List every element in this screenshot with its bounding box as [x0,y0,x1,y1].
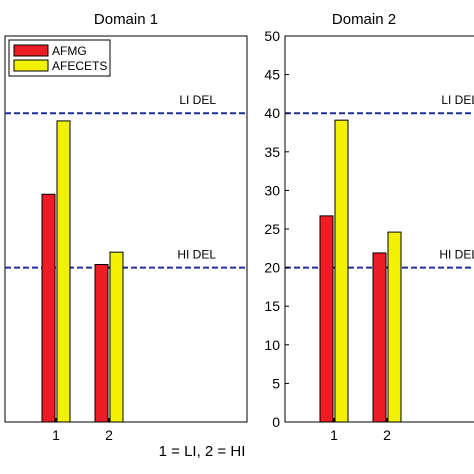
bar-afmg-cat-1 [319,215,334,423]
x-tick-label: 2 [105,427,113,443]
chart-title-domain-2: Domain 2 [332,11,396,28]
y-tick-label: 40 [264,105,280,121]
y-tick-label: 10 [264,337,280,353]
bar-afecets-cat-2 [109,251,124,423]
legend-label-afmg: AFMG [52,44,87,58]
reference-lines-domain-2: LI DEL HI DEL [285,93,474,269]
reference-label-li-del: LI DEL [441,93,474,107]
x-tick-label: 2 [383,427,391,443]
figure-caption: 1 = LI, 2 = HI [159,443,246,460]
y-tick-label: 45 [264,67,280,83]
bar-afecets-cat-1 [334,119,349,423]
y-ticks-domain-2: 0 5 10 15 20 25 30 35 40 45 50 [264,28,289,430]
y-tick-label: 35 [264,144,280,160]
x-tick-label: 1 [52,427,60,443]
x-tick-label: 1 [330,427,338,443]
legend-label-afecets: AFECETS [52,59,107,73]
bar-afecets-cat-1 [56,120,71,423]
bar-afmg-cat-2 [94,264,109,423]
legend-swatch-afecets [13,59,49,72]
reference-label-hi-del: HI DEL [177,248,216,262]
y-tick-label: 5 [272,375,280,391]
bar-afecets-cat-2 [387,231,402,423]
reference-label-hi-del: HI DEL [439,248,474,262]
legend-swatch-afmg [13,44,49,57]
chart-title-domain-1: Domain 1 [94,11,158,28]
bars-domain-2 [319,119,402,423]
y-tick-label: 25 [264,221,280,237]
y-tick-label: 15 [264,298,280,314]
y-tick-label: 0 [272,414,280,430]
bar-afmg-cat-2 [372,252,387,423]
y-tick-label: 50 [264,28,280,44]
y-tick-label: 30 [264,182,280,198]
bars-domain-1 [41,120,124,423]
bar-afmg-cat-1 [41,193,56,423]
y-tick-label: 20 [264,260,280,276]
legend: AFMG AFECETS [8,39,111,77]
reference-lines-domain-1: LI DEL HI DEL [5,93,247,269]
reference-label-li-del: LI DEL [179,93,216,107]
